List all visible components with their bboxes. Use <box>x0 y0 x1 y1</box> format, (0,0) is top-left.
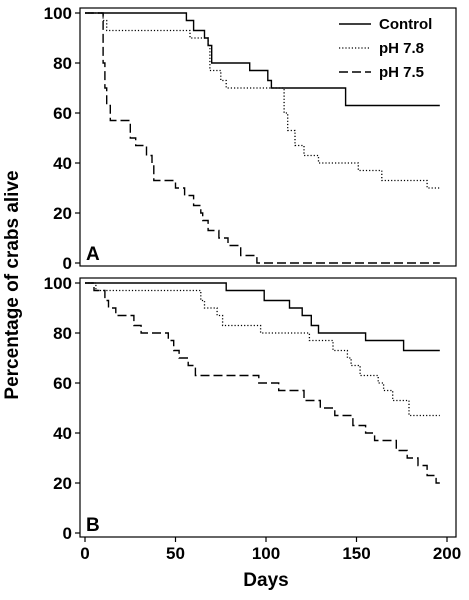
series-line-solid <box>85 282 440 352</box>
y-tick-label: 40 <box>53 424 72 443</box>
y-tick-label: 0 <box>63 524 72 543</box>
series-line-dashed <box>85 282 440 484</box>
y-tick-label: 100 <box>44 4 72 23</box>
x-tick-label: 0 <box>80 544 89 563</box>
plot-frame <box>79 277 457 538</box>
panel-b: 0 20 40 60 80 100 0 50 100 150 200 B <box>44 274 462 563</box>
x-axis-title: Days <box>243 570 288 591</box>
series-line-solid <box>85 12 440 107</box>
x-tick-label: 100 <box>252 544 280 563</box>
panel-label: A <box>86 244 100 265</box>
y-tick-label: 20 <box>53 204 72 223</box>
y-tick-label: 100 <box>44 274 72 293</box>
panel-a: 0 20 40 60 80 100 A <box>44 4 457 273</box>
legend-label: pH 7.8 <box>379 40 424 57</box>
y-tick-label: 0 <box>63 254 72 273</box>
y-tick-label: 20 <box>53 474 72 493</box>
y-tick-label: 60 <box>53 374 72 393</box>
legend-label: Control <box>379 16 432 33</box>
series-line-dotted <box>85 282 440 417</box>
x-tick-label: 200 <box>433 544 461 563</box>
y-axis-title: Percentage of crabs alive <box>2 170 23 399</box>
legend-label: pH 7.5 <box>379 64 424 81</box>
series-line-dashed <box>85 12 440 264</box>
plot-frame <box>79 7 457 267</box>
y-tick-label: 60 <box>53 104 72 123</box>
legend: Control pH 7.8 pH 7.5 <box>339 16 432 81</box>
series-line-dotted <box>85 12 440 189</box>
y-tick-label: 40 <box>53 154 72 173</box>
y-tick-label: 80 <box>53 54 72 73</box>
panel-label: B <box>86 515 100 536</box>
y-tick-label: 80 <box>53 324 72 343</box>
x-tick-label: 50 <box>166 544 185 563</box>
x-tick-label: 150 <box>342 544 370 563</box>
